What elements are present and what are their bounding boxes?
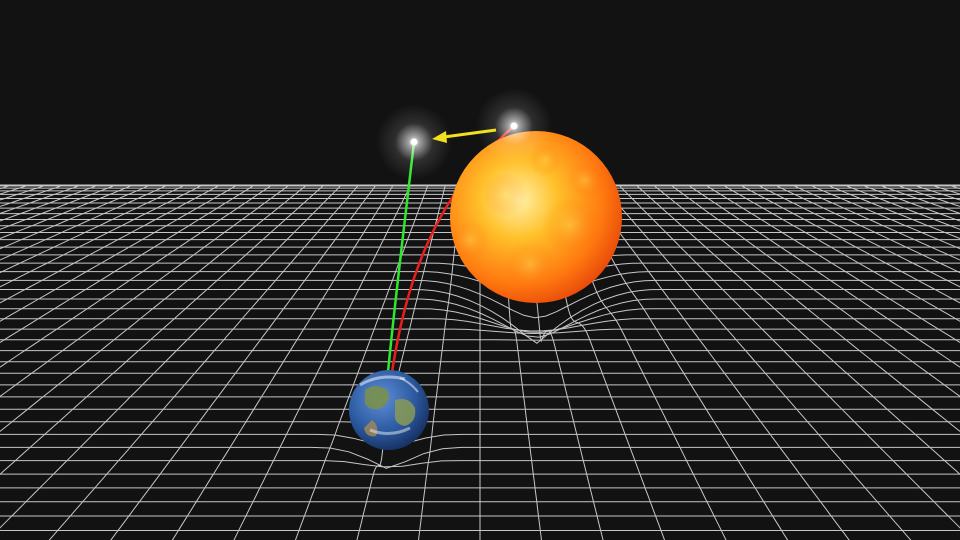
grid-line (0, 184, 342, 529)
grid-line (809, 184, 960, 250)
grid-line (878, 184, 960, 214)
grid-line (0, 298, 960, 338)
sun (450, 131, 622, 303)
grid-line (826, 184, 960, 240)
grid-line (843, 184, 960, 230)
arrow-left-icon (432, 128, 497, 143)
grid-line (110, 184, 377, 540)
grid-line (0, 184, 99, 222)
grid-line (0, 184, 151, 250)
grid-line (48, 184, 360, 540)
grid-line (791, 184, 960, 261)
grid-line (0, 184, 221, 304)
grid-line (0, 184, 65, 207)
earth (349, 370, 429, 450)
grid-line (600, 184, 912, 540)
true-star-position (476, 88, 552, 164)
grid-line (294, 184, 429, 540)
grid-line (722, 184, 960, 322)
grid-line (356, 185, 446, 540)
grid-line (0, 184, 186, 274)
grid-line (861, 184, 960, 222)
apparent-star-position (376, 104, 452, 180)
grid-line (583, 184, 850, 540)
grid-line (233, 184, 412, 540)
grid-line (0, 184, 117, 230)
grid-line (0, 318, 960, 332)
grid-line (895, 184, 960, 207)
grid-line (0, 433, 960, 447)
grid-line (0, 184, 238, 322)
grid-line (0, 279, 960, 319)
grid-line (0, 184, 82, 214)
grid-line (0, 184, 203, 288)
grid-line (774, 184, 960, 274)
grid-line (618, 184, 960, 529)
grid-line (0, 308, 960, 333)
grid-line (757, 184, 960, 288)
grid-line (0, 289, 960, 344)
grid-line (0, 184, 134, 240)
grid-line (0, 460, 960, 468)
grid-line (0, 328, 960, 335)
grid-line (0, 184, 169, 261)
grid-line (0, 446, 960, 469)
grid-line (171, 184, 394, 540)
grid-line (0, 421, 960, 424)
grid-line (739, 184, 960, 304)
